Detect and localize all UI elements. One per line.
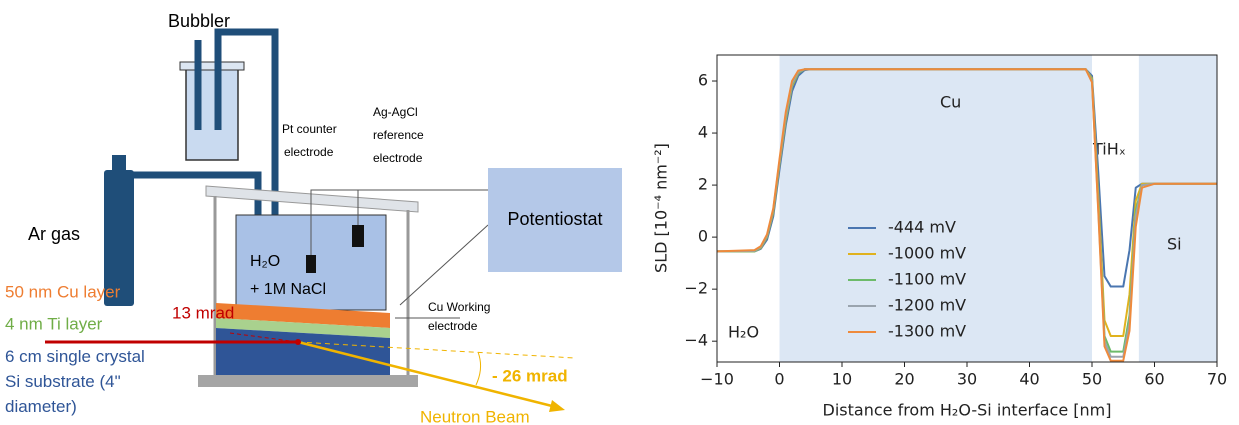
angle-arc bbox=[476, 352, 481, 385]
shaded-region bbox=[1139, 55, 1217, 362]
legend-label: -444 mV bbox=[888, 218, 956, 237]
legend-label: -1000 mV bbox=[888, 244, 966, 263]
angle-out-label: - 26 mrad bbox=[492, 366, 568, 385]
angle-in-label: 13 mrad bbox=[172, 303, 234, 322]
x-tick-label: 30 bbox=[957, 370, 977, 389]
x-tick-label: 50 bbox=[1082, 370, 1102, 389]
bubbler-label: Bubbler bbox=[168, 11, 230, 31]
x-axis-label: Distance from H₂O-Si interface [nm] bbox=[823, 401, 1112, 420]
x-tick-label: −10 bbox=[700, 370, 734, 389]
ar-valve bbox=[112, 155, 126, 173]
beam-spot bbox=[295, 339, 301, 345]
x-tick-label: 40 bbox=[1019, 370, 1039, 389]
legend-label: -1200 mV bbox=[888, 296, 966, 315]
beam-label: Neutron Beam bbox=[420, 407, 530, 425]
annotation: Cu bbox=[940, 93, 961, 112]
ag-electrode bbox=[352, 225, 364, 247]
y-tick-label: 2 bbox=[698, 175, 708, 194]
legend-label: -1100 mV bbox=[888, 270, 966, 289]
y-tick-label: 4 bbox=[698, 123, 708, 142]
annotation: H₂O bbox=[728, 323, 759, 342]
y-tick-label: 6 bbox=[698, 71, 708, 90]
x-tick-label: 20 bbox=[894, 370, 914, 389]
y-tick-label: 0 bbox=[698, 227, 708, 246]
legend-label: -1300 mV bbox=[888, 322, 966, 341]
y-tick-label: −4 bbox=[684, 331, 708, 350]
x-tick-label: 0 bbox=[774, 370, 784, 389]
pt-electrode bbox=[306, 255, 316, 273]
ti-layer-label: 4 nm Ti layer bbox=[5, 314, 103, 333]
annotation: Si bbox=[1167, 235, 1182, 254]
beam-arrow bbox=[549, 400, 565, 412]
figure: Bubbler Ar gas Potentiostat Pt counterel… bbox=[0, 0, 1239, 425]
x-tick-label: 10 bbox=[832, 370, 852, 389]
shaded-region bbox=[780, 55, 1093, 362]
potentiostat-label: Potentiostat bbox=[507, 209, 602, 229]
ar-gas-label: Ar gas bbox=[28, 224, 80, 244]
y-tick-label: −2 bbox=[684, 279, 708, 298]
cu-layer-label: 50 nm Cu layer bbox=[5, 282, 121, 301]
chart: Cu TiHₓ Si H₂O Distance from H₂O-Si inte… bbox=[652, 55, 1228, 420]
y-axis-label: SLD [10⁻⁴ nm⁻²] bbox=[652, 143, 671, 273]
x-tick-label: 70 bbox=[1207, 370, 1227, 389]
bubbler-cap bbox=[180, 62, 244, 70]
x-tick-label: 60 bbox=[1144, 370, 1164, 389]
bubbler bbox=[186, 68, 238, 160]
base-plate bbox=[198, 375, 418, 387]
